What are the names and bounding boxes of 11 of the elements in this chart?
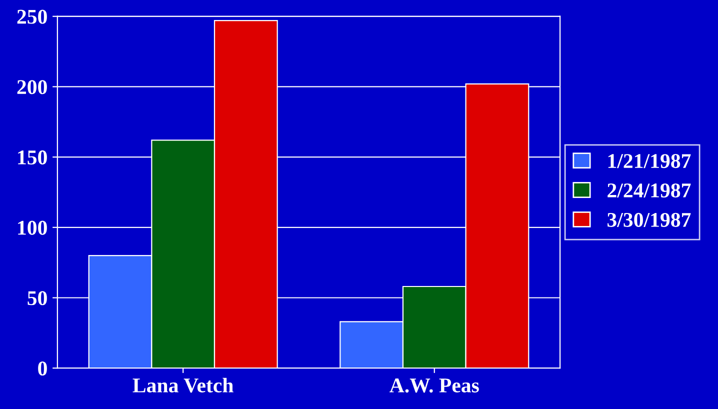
y-tick-label: 150 <box>18 150 47 164</box>
y-tick-label: 0 <box>38 361 47 376</box>
y-tick-label: 200 <box>17 80 47 94</box>
y-tick-label: 100 <box>18 220 47 235</box>
legend-label: 1/21/1987 <box>608 154 691 168</box>
x-tick-label: Lana Vetch <box>132 378 234 393</box>
y-tick-label: 250 <box>17 10 47 24</box>
y-tick-label: 50 <box>28 291 47 306</box>
legend-label: 3/30/1987 <box>608 212 691 227</box>
legend-label: 2/24/1987 <box>608 183 691 198</box>
x-tick-label: A.W. Peas <box>390 378 479 393</box>
